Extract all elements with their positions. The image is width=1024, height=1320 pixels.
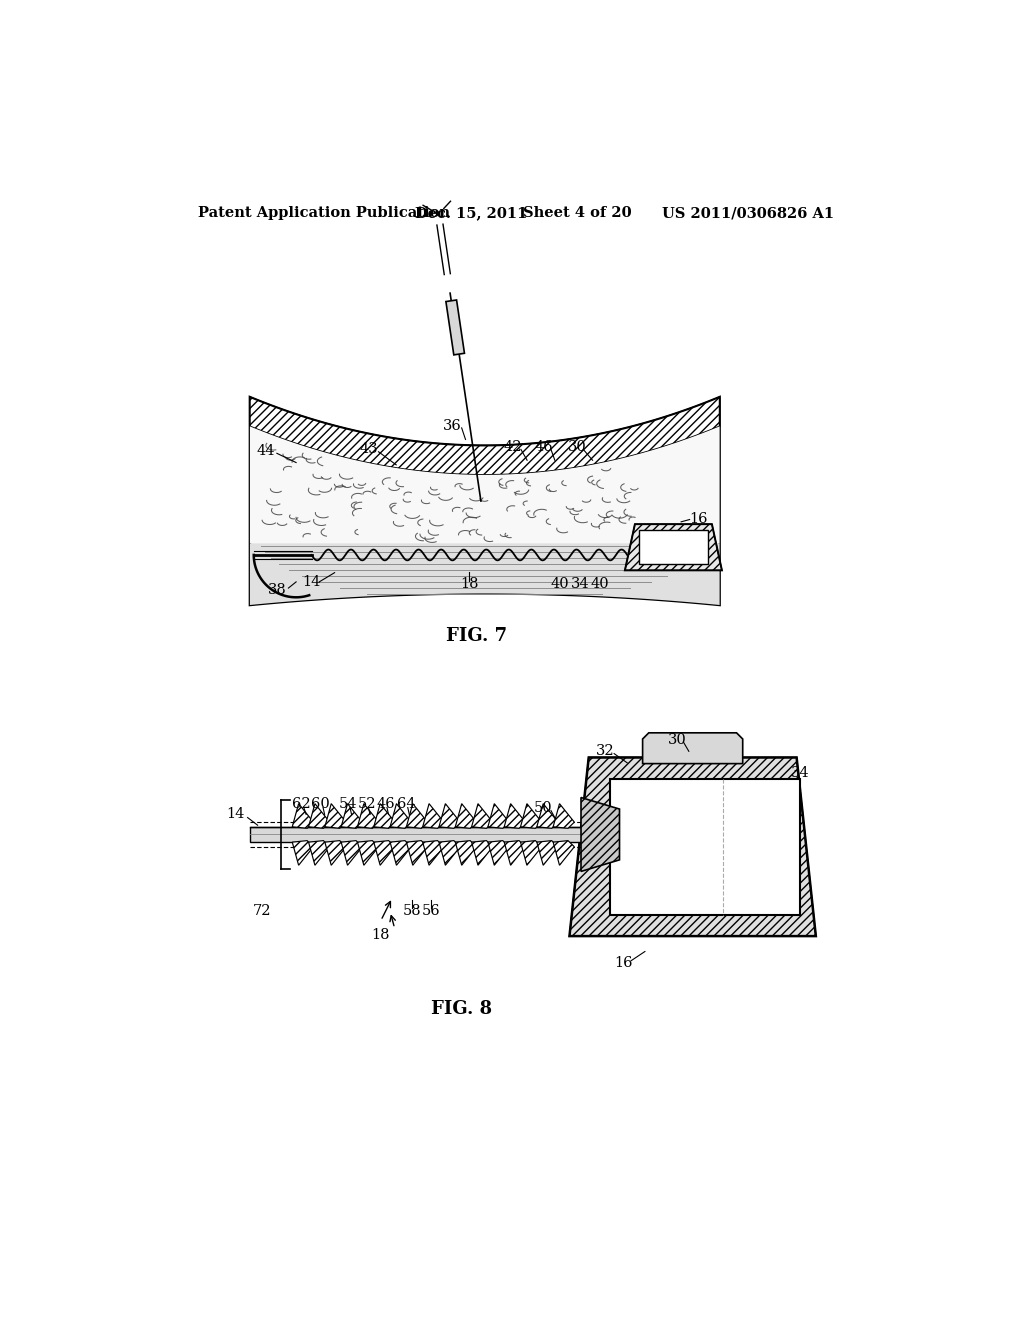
- Polygon shape: [456, 804, 476, 829]
- Polygon shape: [374, 804, 395, 829]
- Text: Dec. 15, 2011: Dec. 15, 2011: [416, 206, 527, 220]
- Text: 30: 30: [668, 733, 687, 747]
- Text: 50: 50: [534, 800, 553, 814]
- Text: 62: 62: [292, 797, 311, 812]
- Polygon shape: [553, 841, 574, 866]
- Text: 72: 72: [253, 904, 271, 919]
- Polygon shape: [250, 426, 720, 544]
- Polygon shape: [292, 804, 313, 829]
- Text: 38: 38: [267, 582, 287, 597]
- Text: 64: 64: [397, 797, 416, 812]
- Text: 58: 58: [402, 904, 421, 919]
- Polygon shape: [625, 524, 722, 570]
- Text: 36: 36: [443, 420, 462, 433]
- Polygon shape: [553, 804, 574, 829]
- Polygon shape: [537, 841, 558, 866]
- Bar: [250, 826, 585, 842]
- Polygon shape: [569, 758, 816, 936]
- Polygon shape: [341, 804, 362, 829]
- Text: 32: 32: [596, 744, 615, 758]
- Polygon shape: [581, 797, 620, 871]
- Text: 34: 34: [571, 577, 590, 591]
- Text: 16: 16: [614, 956, 633, 970]
- Polygon shape: [341, 841, 362, 866]
- Text: 18: 18: [460, 577, 478, 591]
- Polygon shape: [456, 841, 476, 866]
- Text: 18: 18: [372, 928, 390, 941]
- Text: 46: 46: [376, 797, 394, 812]
- Polygon shape: [472, 841, 493, 866]
- Text: 42: 42: [504, 440, 522, 454]
- Polygon shape: [520, 841, 542, 866]
- Text: US 2011/0306826 A1: US 2011/0306826 A1: [662, 206, 834, 220]
- Text: FIG. 8: FIG. 8: [431, 1001, 493, 1018]
- Polygon shape: [445, 300, 465, 355]
- Polygon shape: [250, 544, 720, 605]
- Polygon shape: [325, 841, 346, 866]
- Polygon shape: [423, 804, 444, 829]
- Polygon shape: [292, 841, 313, 866]
- Text: 40: 40: [551, 577, 569, 591]
- Text: 44: 44: [256, 444, 274, 458]
- Text: Patent Application Publication: Patent Application Publication: [198, 206, 450, 220]
- Polygon shape: [487, 841, 509, 866]
- Text: 60: 60: [311, 797, 330, 812]
- Polygon shape: [537, 804, 558, 829]
- Polygon shape: [357, 841, 379, 866]
- Text: 40: 40: [591, 577, 609, 591]
- Polygon shape: [407, 804, 428, 829]
- Text: Sheet 4 of 20: Sheet 4 of 20: [523, 206, 632, 220]
- Text: 54: 54: [339, 797, 357, 812]
- Polygon shape: [439, 841, 460, 866]
- Polygon shape: [390, 841, 412, 866]
- Polygon shape: [357, 804, 379, 829]
- Polygon shape: [504, 804, 525, 829]
- Polygon shape: [250, 397, 720, 475]
- Text: 30: 30: [567, 440, 587, 454]
- Polygon shape: [308, 841, 330, 866]
- Polygon shape: [639, 531, 708, 564]
- Polygon shape: [472, 804, 493, 829]
- Text: 43: 43: [360, 442, 379, 457]
- Polygon shape: [520, 804, 542, 829]
- Polygon shape: [407, 841, 428, 866]
- Polygon shape: [374, 841, 395, 866]
- Polygon shape: [504, 841, 525, 866]
- Text: 46: 46: [535, 440, 553, 454]
- Bar: [610, 779, 801, 915]
- Text: 52: 52: [357, 797, 376, 812]
- Polygon shape: [308, 804, 330, 829]
- Text: 16: 16: [689, 512, 708, 525]
- Text: 34: 34: [792, 766, 810, 780]
- Polygon shape: [390, 804, 412, 829]
- Text: 14: 14: [302, 576, 321, 589]
- Polygon shape: [250, 397, 720, 605]
- Polygon shape: [423, 841, 444, 866]
- Polygon shape: [325, 804, 346, 829]
- Text: FIG. 7: FIG. 7: [446, 627, 508, 644]
- Polygon shape: [487, 804, 509, 829]
- Polygon shape: [643, 733, 742, 763]
- Text: 56: 56: [422, 904, 440, 919]
- Text: 14: 14: [226, 808, 245, 821]
- Polygon shape: [439, 804, 460, 829]
